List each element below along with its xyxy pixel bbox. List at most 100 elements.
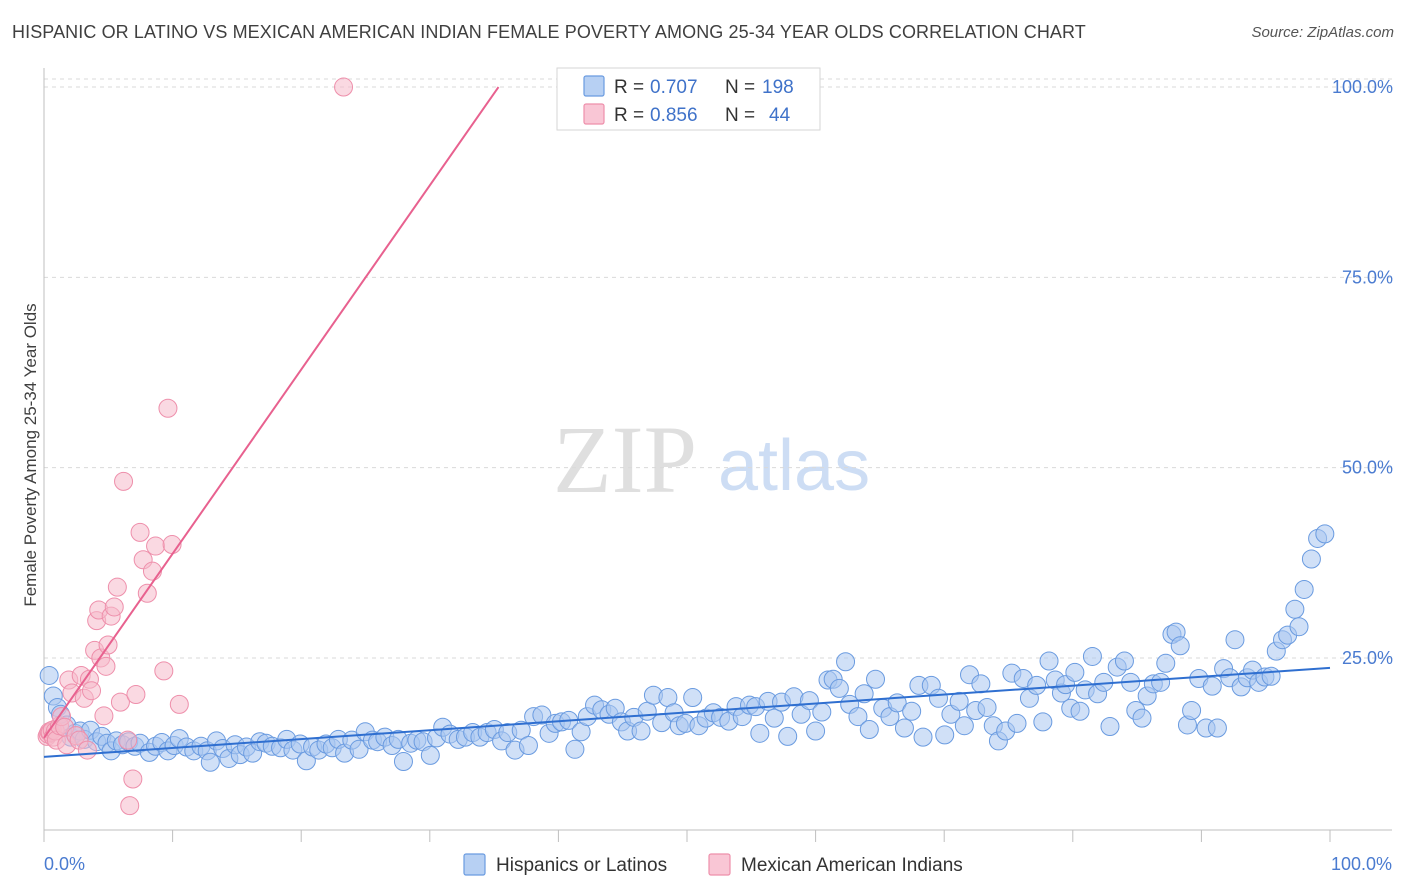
hispanic-point: [420, 745, 440, 765]
hispanic-point: [1170, 636, 1190, 656]
hispanic-point: [949, 691, 969, 711]
hispanic-point: [1315, 524, 1335, 544]
legend-n-value-blue: 198: [762, 77, 794, 98]
legend-r-label-blue: R =: [614, 77, 649, 98]
mexican-american-indian-point: [158, 398, 178, 418]
legend-series: Hispanics or Latinos Mexican American In…: [463, 853, 963, 876]
hispanic-point: [854, 684, 874, 704]
y-tick-label: 75.0%: [1342, 267, 1393, 287]
hispanic-point: [1070, 701, 1090, 721]
hispanic-point: [1132, 708, 1152, 728]
hispanic-point: [1114, 651, 1134, 671]
mexican-american-indian-point: [130, 522, 150, 542]
mexican-american-indian-point: [169, 694, 189, 714]
legend-r-value-blue: 0.707: [650, 77, 698, 98]
hispanic-point: [848, 707, 868, 727]
gridlines: [44, 78, 1392, 659]
legend-n-value-pink: 44: [769, 105, 791, 126]
x-tick-label-min: 0.0%: [44, 854, 85, 874]
y-tick-label: 25.0%: [1342, 648, 1393, 668]
legend-mexican-american-indian-swatch: [708, 853, 731, 876]
hispanic-point: [349, 739, 369, 759]
mexican-american-indian-point: [154, 661, 174, 681]
y-tick-labels: 25.0% 50.0% 75.0% 100.0%: [1332, 77, 1393, 668]
hispanic-point: [565, 739, 585, 759]
hispanic-point: [1225, 630, 1245, 650]
hispanic-point: [935, 725, 955, 745]
legend-mexican-american-indian-label: Mexican American Indians: [741, 855, 963, 876]
hispanic-point: [1033, 712, 1053, 732]
hispanic-points: [39, 524, 1335, 772]
hispanic-point: [812, 702, 832, 722]
legend-hispanic-swatch: [463, 853, 486, 876]
mexican-american-indian-point: [110, 692, 130, 712]
legend-stats: R = 0.707 N = 198 R = 0.856 N = 44: [556, 67, 821, 131]
legend-r-value-pink: 0.856: [650, 105, 698, 126]
legend-pink-swatch: [583, 103, 605, 125]
hispanic-point: [929, 688, 949, 708]
hispanic-point: [902, 701, 922, 721]
legend-n-label-blue: N =: [725, 77, 760, 98]
hispanic-point: [200, 752, 220, 772]
hispanic-point: [1294, 579, 1314, 599]
hispanic-point: [1202, 676, 1222, 696]
hispanic-point: [1151, 672, 1171, 692]
mexican-american-indian-regression-line: [43, 86, 500, 739]
hispanic-point: [806, 721, 826, 741]
mexican-american-indian-point: [104, 597, 124, 617]
legend-n-label-pink: N =: [725, 105, 760, 126]
hispanic-point: [1301, 549, 1321, 569]
hispanic-point: [518, 736, 538, 756]
mexican-american-indian-point: [123, 769, 143, 789]
source-credit: Source: ZipAtlas.com: [1251, 24, 1394, 41]
hispanic-point: [1207, 718, 1227, 738]
mexican-american-indian-point: [334, 77, 354, 97]
hispanic-point: [511, 720, 531, 740]
hispanic-point: [829, 678, 849, 698]
mexican-american-indian-point: [107, 577, 127, 597]
hispanic-regression-line: [43, 666, 1331, 758]
mexican-american-indian-point: [77, 740, 97, 760]
hispanic-point: [39, 665, 59, 685]
hispanic-point: [977, 697, 997, 717]
hispanic-point: [631, 721, 651, 741]
legend-blue-swatch: [583, 75, 605, 97]
mexican-american-indian-point: [126, 684, 146, 704]
hispanic-point: [1065, 662, 1085, 682]
hispanic-point: [894, 718, 914, 738]
hispanic-point: [971, 674, 991, 694]
hispanic-point: [764, 708, 784, 728]
y-tick-label: 50.0%: [1342, 458, 1393, 478]
mexican-american-indian-point: [114, 471, 134, 491]
hispanic-point: [1261, 666, 1281, 686]
hispanic-point: [784, 687, 804, 707]
hispanic-point: [859, 720, 879, 740]
hispanic-point: [393, 751, 413, 771]
hispanic-point: [1285, 599, 1305, 619]
hispanic-point: [1156, 653, 1176, 673]
mexican-american-indian-point: [142, 561, 162, 581]
legend-hispanic-label: Hispanics or Latinos: [496, 855, 667, 876]
hispanic-point: [1007, 713, 1027, 733]
hispanic-point: [913, 727, 933, 747]
hispanic-point: [1027, 675, 1047, 695]
mexican-american-indian-points: [37, 77, 354, 816]
hispanic-point: [750, 723, 770, 743]
hispanic-point: [954, 716, 974, 736]
chart-title: HISPANIC OR LATINO VS MEXICAN AMERICAN I…: [12, 22, 1086, 42]
hispanic-point: [637, 701, 657, 721]
mexican-american-indian-point: [82, 681, 102, 701]
mexican-american-indian-point: [96, 656, 116, 676]
hispanic-point: [1289, 617, 1309, 637]
x-axis-ticks: [43, 830, 1331, 842]
y-tick-label: 100.0%: [1332, 77, 1393, 97]
hispanic-point: [778, 726, 798, 746]
hispanic-point: [683, 688, 703, 708]
watermark: ZIP atlas: [553, 406, 870, 513]
hispanic-point: [836, 652, 856, 672]
hispanic-point: [1082, 646, 1102, 666]
y-axis-title: Female Poverty Among 25-34 Year Olds: [21, 303, 40, 606]
mexican-american-indian-point: [94, 706, 114, 726]
watermark-atlas: atlas: [718, 426, 870, 506]
